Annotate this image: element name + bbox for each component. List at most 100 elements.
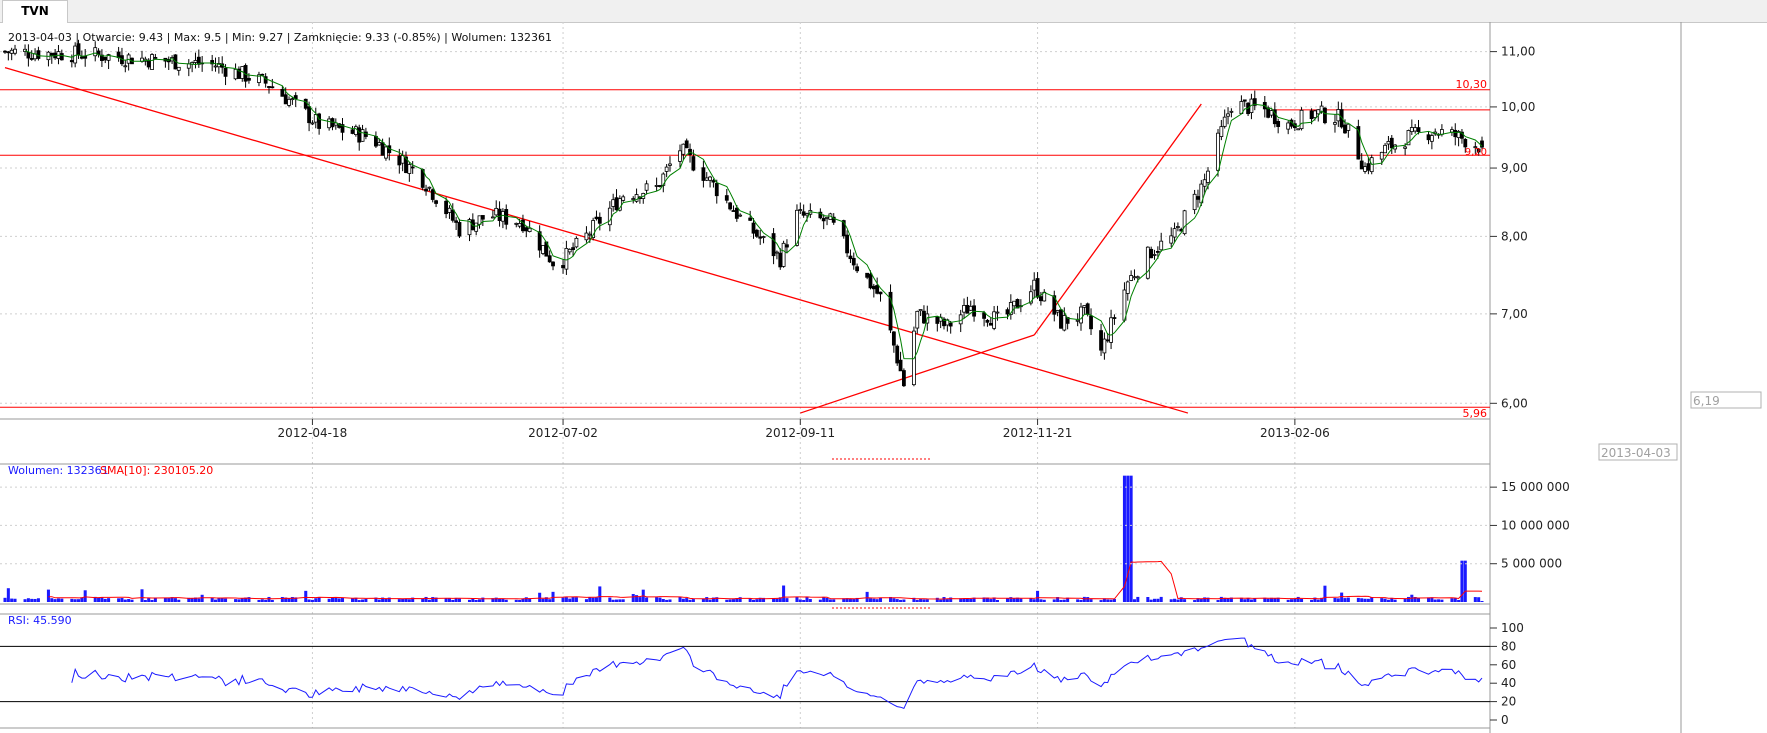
volume-bar	[454, 597, 458, 602]
volume-bar	[434, 597, 438, 602]
volume-bar	[1136, 596, 1140, 602]
candle-body	[380, 142, 385, 156]
volume-bar	[945, 599, 949, 602]
candle-body	[748, 217, 753, 221]
candle-body	[1039, 296, 1043, 302]
candle-body	[1028, 291, 1033, 304]
candle-body	[1309, 110, 1314, 120]
volume-bar	[1196, 598, 1200, 602]
level-label-top: 10,30	[1456, 78, 1488, 91]
volume-bar	[1403, 598, 1407, 602]
candle-body	[1299, 109, 1304, 130]
volume-bar	[10, 598, 14, 602]
candle-body	[1125, 281, 1130, 294]
volume-bar	[842, 598, 846, 602]
volume-bar	[1066, 597, 1070, 602]
candle-body	[587, 233, 592, 236]
candle-body	[9, 49, 14, 54]
candle-body	[1229, 110, 1234, 113]
volume-bar	[868, 598, 872, 602]
volume-bar	[778, 597, 782, 602]
volume-bar	[364, 598, 368, 602]
candle-body	[1169, 235, 1174, 244]
candle-body	[93, 47, 98, 57]
candle-body	[497, 208, 502, 221]
candle-body	[551, 261, 555, 267]
volume-bar	[1193, 600, 1197, 602]
volume-bar	[1386, 599, 1390, 602]
volume-bar	[775, 598, 779, 602]
candle-body	[444, 200, 448, 215]
volume-bar	[397, 599, 401, 602]
volume-bar	[1009, 597, 1013, 602]
volume-bar	[117, 598, 121, 602]
candle-body	[848, 255, 853, 260]
volume-bar	[234, 599, 238, 602]
candle-body	[1242, 99, 1247, 102]
volume-bar	[1159, 596, 1163, 602]
volume-bar	[477, 599, 482, 602]
candle-body	[778, 252, 783, 268]
candle-body	[1192, 193, 1197, 211]
volume-bar	[314, 598, 318, 602]
volume-bar	[1079, 599, 1083, 602]
volume-bar	[661, 599, 665, 602]
candle-body	[591, 220, 596, 239]
rsi-tick-label: 60	[1501, 658, 1516, 672]
volume-tick-label: 10 000 000	[1501, 518, 1570, 532]
tab-tvn[interactable]: TVN	[2, 0, 68, 23]
volume-bar	[1393, 599, 1397, 602]
candle-body	[1346, 123, 1351, 131]
candle-body	[1008, 302, 1013, 315]
volume-bar	[655, 597, 659, 602]
volume-bar	[327, 598, 331, 602]
volume-bar	[361, 599, 365, 602]
volume-tick-label: 15 000 000	[1501, 480, 1570, 494]
candle-body	[340, 124, 345, 133]
volume-bar	[1413, 597, 1417, 602]
candle-body	[1269, 110, 1274, 116]
candle-body	[1286, 122, 1291, 130]
volume-bar	[1106, 599, 1110, 602]
candle-body	[477, 215, 482, 225]
candle-body	[524, 227, 529, 232]
volume-bar	[668, 599, 672, 602]
volume-bar	[457, 598, 461, 602]
candle-body	[891, 331, 896, 346]
candle-body	[1145, 246, 1150, 279]
candle-body	[410, 166, 415, 169]
volume-bar	[711, 597, 715, 602]
candle-body	[801, 211, 806, 216]
volume-bar	[1179, 597, 1183, 602]
volume-bar	[701, 598, 705, 602]
date-axis: 2012-04-18 2012-07-02 2012-09-11 2012-11-21…	[278, 419, 1330, 440]
candle-body	[26, 52, 31, 59]
candle-body	[1032, 279, 1037, 291]
rsi-axis: 100 80 60 40 20 0	[1490, 621, 1524, 727]
candle-body	[574, 237, 579, 248]
volume-bar	[330, 597, 334, 602]
candle-body	[1159, 240, 1164, 251]
volume-bar	[270, 599, 274, 602]
volume-bar	[568, 598, 572, 602]
volume-bar	[521, 598, 525, 602]
volume-bar	[193, 597, 197, 602]
volume-bar	[317, 597, 321, 602]
candle-body	[901, 370, 906, 387]
candle-body	[407, 164, 412, 174]
candle-body	[517, 223, 522, 227]
volume-bar	[518, 599, 522, 602]
volume-bar	[1059, 599, 1063, 602]
volume-bar	[244, 597, 248, 602]
candle-body	[701, 167, 706, 181]
candle-body	[617, 198, 622, 211]
volume-bar	[264, 599, 268, 602]
volume-bar	[544, 597, 548, 602]
candle-body	[430, 189, 435, 200]
candle-body	[684, 140, 689, 149]
volume-bar	[107, 598, 111, 602]
volume-bar	[645, 597, 649, 602]
volume-bar	[528, 598, 532, 602]
volume-bar	[919, 598, 923, 602]
